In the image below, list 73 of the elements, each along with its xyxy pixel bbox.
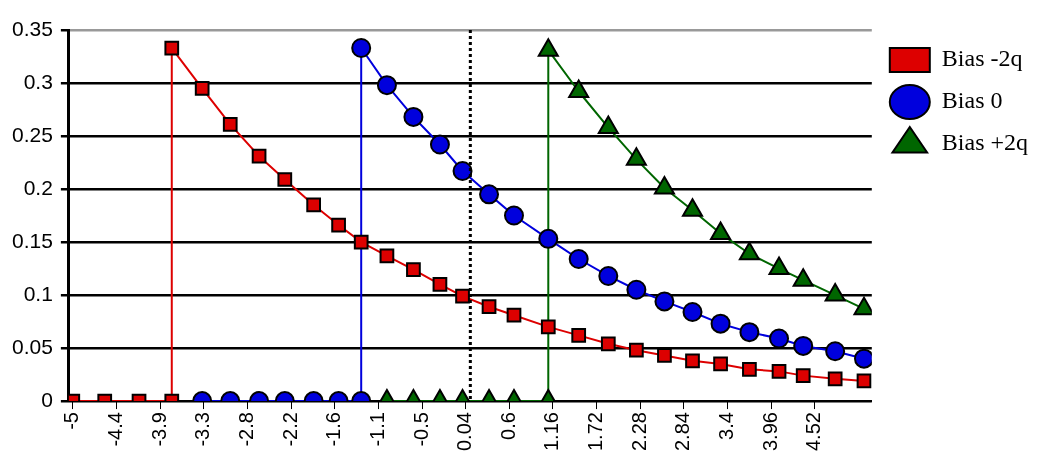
- y-tick-label: 0.1: [23, 281, 53, 305]
- x-tick-label: 3.96: [758, 412, 781, 452]
- y-tick-label: 0.35: [12, 16, 53, 40]
- x-tick-label: -3.3: [191, 412, 214, 447]
- point: [739, 322, 760, 343]
- x-tick-label: 3.4: [715, 412, 738, 440]
- point: [538, 228, 559, 249]
- point: [657, 348, 672, 363]
- point: [353, 234, 369, 250]
- x-tick-label: -3.9: [147, 412, 170, 447]
- legend-label: Bias 0: [941, 87, 1003, 114]
- x-tick-label: -1.1: [365, 412, 388, 447]
- x-tick-label: -4.4: [103, 412, 126, 447]
- point: [598, 265, 619, 286]
- point: [351, 38, 372, 59]
- x-tick-label: 2.84: [671, 412, 694, 452]
- point: [403, 106, 424, 127]
- point: [568, 249, 589, 270]
- point: [331, 217, 346, 233]
- point: [251, 148, 267, 164]
- point: [769, 328, 790, 349]
- x-tick-label: 1.72: [584, 412, 607, 452]
- point: [432, 277, 448, 292]
- point: [600, 336, 616, 352]
- point: [710, 313, 731, 334]
- point: [654, 291, 675, 312]
- point: [856, 373, 872, 389]
- point: [306, 197, 322, 213]
- point: [481, 299, 497, 315]
- legend-label: Bias -2q: [941, 45, 1023, 72]
- y-tick-label: 0: [41, 387, 53, 411]
- x-tick-label: -1.6: [322, 412, 345, 447]
- y-tick-label: 0.15: [12, 228, 53, 252]
- point: [713, 356, 728, 372]
- point: [771, 364, 787, 379]
- point: [626, 279, 647, 300]
- point: [452, 161, 473, 182]
- x-tick-label: -5: [60, 412, 83, 430]
- point: [825, 341, 846, 362]
- point: [406, 262, 421, 277]
- point: [376, 75, 397, 96]
- point: [222, 117, 238, 132]
- point: [571, 327, 587, 343]
- point: [455, 288, 470, 304]
- point: [540, 319, 556, 335]
- y-tick-label: 0.25: [12, 122, 53, 146]
- point: [827, 371, 843, 387]
- point: [277, 172, 293, 187]
- point: [503, 205, 524, 226]
- point: [194, 80, 210, 96]
- y-tick-label: 0.3: [23, 69, 53, 93]
- y-tick-label: 0.05: [12, 334, 53, 358]
- point: [164, 40, 180, 56]
- point: [795, 368, 811, 383]
- point: [429, 134, 450, 155]
- x-tick-label: -0.5: [409, 412, 432, 447]
- x-tick-label: -2.2: [278, 412, 301, 447]
- point: [682, 302, 703, 323]
- point: [793, 335, 814, 356]
- point: [379, 248, 395, 264]
- point: [685, 353, 700, 369]
- point: [479, 184, 500, 205]
- x-tick-label: 4.52: [802, 412, 825, 452]
- x-tick-label: -2.8: [234, 412, 257, 447]
- x-tick-label: 1.16: [540, 412, 563, 452]
- point: [629, 342, 644, 358]
- x-tick-label: 0.6: [496, 412, 519, 440]
- x-tick-label: 0.04: [453, 412, 476, 452]
- legend-label: Bias +2q: [941, 129, 1028, 156]
- point: [742, 361, 757, 377]
- y-tick-label: 0.2: [23, 175, 53, 199]
- point: [506, 307, 522, 323]
- x-tick-label: 2.28: [627, 412, 650, 452]
